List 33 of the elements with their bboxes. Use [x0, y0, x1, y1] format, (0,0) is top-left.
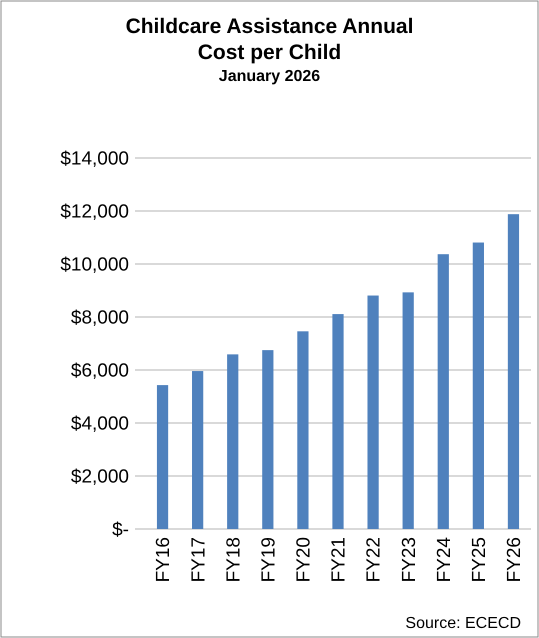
y-tick-label: $2,000: [70, 466, 129, 488]
y-tick-label: $14,000: [60, 148, 129, 170]
x-tick-label: FY19: [258, 537, 280, 582]
x-tick-label: FY26: [504, 537, 526, 582]
x-tick-label: FY22: [364, 537, 385, 582]
x-tick-label: FY17: [188, 537, 210, 582]
bar: [262, 350, 274, 529]
bar: [332, 314, 344, 529]
x-tick-label: FY23: [398, 537, 420, 582]
x-tick-label: FY21: [328, 537, 350, 582]
x-tick-label: FY18: [223, 537, 244, 582]
y-tick-label: $12,000: [60, 202, 129, 223]
y-tick-label: $-: [112, 520, 129, 541]
bar: [156, 385, 168, 529]
bar: [192, 371, 204, 529]
bar: [438, 254, 449, 529]
bar: [367, 296, 379, 529]
chart-subtitle: January 2026: [218, 68, 320, 85]
y-tick-label: $4,000: [70, 414, 129, 435]
bar: [472, 242, 484, 529]
x-tick-label: FY16: [153, 537, 174, 582]
x-tick-label: FY24: [434, 536, 455, 582]
x-tick-label: FY25: [469, 537, 490, 582]
x-tick-label: FY20: [294, 537, 315, 582]
bar: [508, 214, 520, 529]
y-tick-label: $8,000: [70, 308, 129, 329]
chart-title: Childcare Assistance Annual Cost per Child: [126, 15, 414, 64]
bar: [227, 354, 238, 529]
y-tick-label: $10,000: [60, 254, 129, 276]
bar: [402, 292, 414, 529]
source-note: Source: ECECD: [405, 615, 521, 632]
bar: [297, 331, 309, 529]
y-tick-label: $6,000: [70, 360, 129, 382]
